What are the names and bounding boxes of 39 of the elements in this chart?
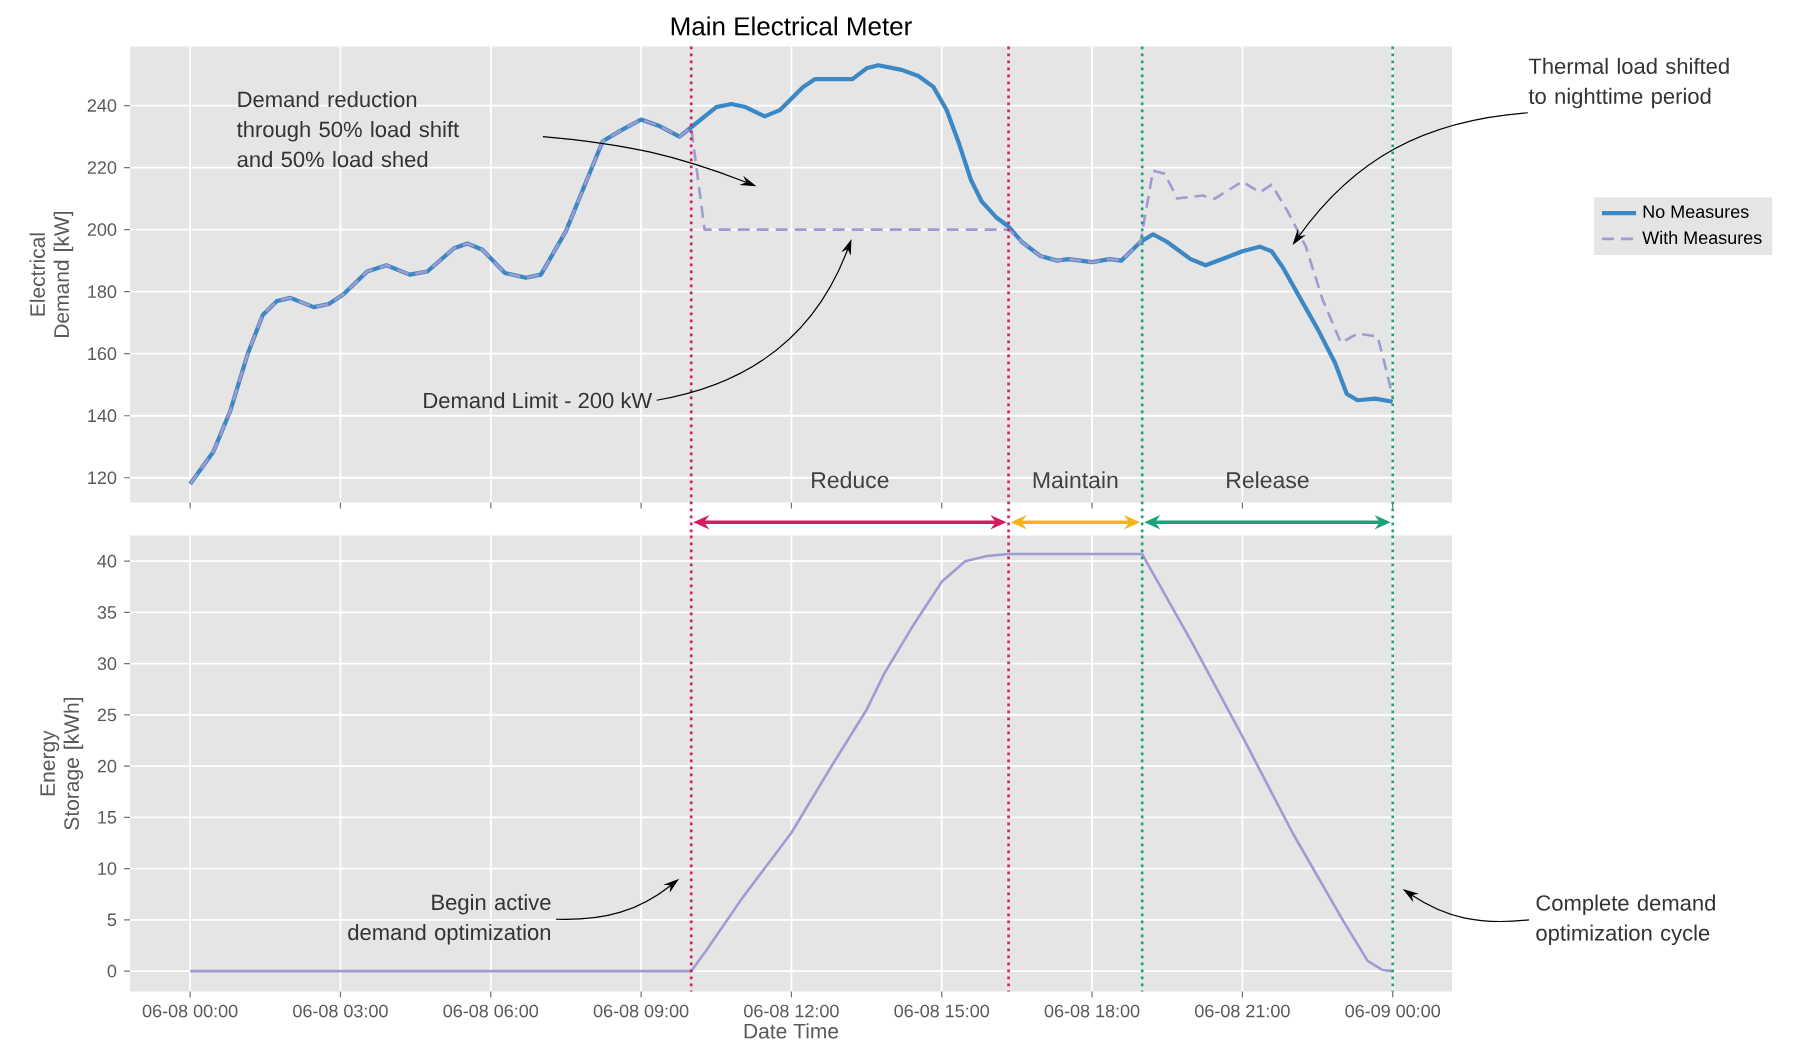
- y-tick-label: 140: [88, 409, 117, 423]
- y-tick-label: 30: [97, 657, 117, 671]
- x-tick-label: 06-08 21:00: [1195, 1004, 1290, 1018]
- x-tick-label: 06-08 12:00: [744, 1004, 839, 1018]
- y-tick-label: 160: [88, 347, 117, 361]
- y-tick-label: 240: [87, 99, 117, 112]
- y-tick-label: 120: [88, 471, 117, 485]
- annotation: Release: [1227, 471, 1309, 489]
- annotation: Maintain: [1033, 471, 1118, 489]
- y-tick-label: 10: [98, 862, 117, 875]
- x-tick-label: 06-08 00:00: [142, 1004, 238, 1018]
- y-tick-label: 0: [107, 964, 117, 978]
- x-tick-label: 06-08 18:00: [1044, 1004, 1140, 1018]
- y-tick-label: 5: [107, 913, 117, 927]
- y-tick-label: 180: [88, 285, 117, 299]
- annotation: Demand reduction through 50% load shift and 50% load shed: [236, 91, 459, 168]
- y-tick-label: 15: [98, 811, 117, 824]
- y-tick-label: 35: [97, 606, 117, 619]
- x-tick-label: 06-08 15:00: [894, 1004, 990, 1018]
- x-tick-label: 06-08 09:00: [593, 1004, 689, 1018]
- text: Complete demand optimization cycle: [1536, 894, 1715, 946]
- annotation: Begin active demand optimization: [348, 893, 551, 945]
- y-tick-label: 25: [97, 708, 117, 722]
- chart-title: Main Electrical Meter: [671, 16, 912, 36]
- legend-label: No Measures: [1643, 205, 1749, 219]
- y-tick-label: 40: [97, 554, 117, 568]
- text: Thermal load shifted to nighttime period: [1528, 57, 1729, 109]
- annotation: Reduce: [812, 471, 889, 489]
- x-tick-label: 06-09 00:00: [1345, 1004, 1441, 1018]
- x-axis-title: Date Time: [744, 1023, 839, 1039]
- y-axis-title: Electrical Demand [kW]: [29, 211, 74, 338]
- legend-label: With Measures: [1642, 230, 1762, 245]
- y-tick-label: 20: [97, 759, 117, 773]
- x-tick-label: 06-08 06:00: [443, 1004, 539, 1018]
- annotation: Demand Limit - 200 kW: [424, 392, 653, 409]
- y-axis-title: Energy Storage [kWh]: [40, 697, 84, 830]
- y-tick-label: 220: [87, 161, 117, 174]
- y-tick-label: 200: [87, 223, 117, 236]
- x-tick-label: 06-08 03:00: [293, 1004, 388, 1018]
